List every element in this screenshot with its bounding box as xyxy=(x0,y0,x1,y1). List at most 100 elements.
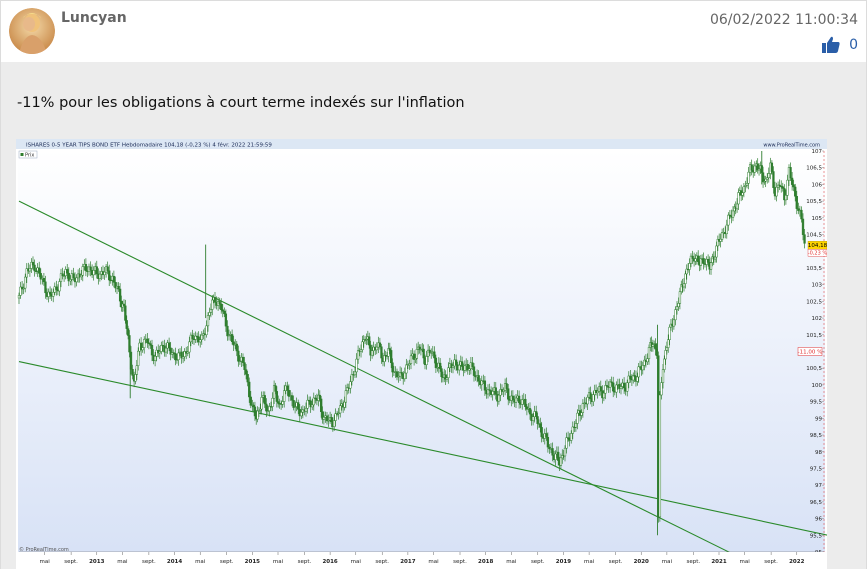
last-price-label: 104,18 xyxy=(808,243,827,249)
candle-body xyxy=(781,186,784,189)
candle-body xyxy=(680,284,683,292)
candle-body xyxy=(664,350,667,360)
candle-body xyxy=(654,343,657,350)
y-tick-label: 106 xyxy=(812,182,823,188)
candle-body xyxy=(286,385,289,391)
avatar[interactable] xyxy=(9,8,55,54)
candle-body xyxy=(150,345,154,356)
candle-body xyxy=(672,319,676,327)
candle-body xyxy=(677,303,680,307)
candle-body xyxy=(494,387,497,395)
candle-body xyxy=(58,281,61,292)
candle-body xyxy=(786,179,789,196)
candle-body xyxy=(770,162,774,172)
candle-body xyxy=(483,380,487,391)
candle-body xyxy=(230,334,234,342)
candle-body xyxy=(180,351,183,359)
candle-body xyxy=(596,391,599,393)
x-tick-label: sept. xyxy=(609,559,623,565)
candle-body xyxy=(149,343,152,346)
candle-body xyxy=(333,420,336,427)
candle-body xyxy=(383,355,386,362)
trendline-2[interactable] xyxy=(18,360,827,536)
annotation-box[interactable] xyxy=(797,347,823,356)
candle-body xyxy=(356,350,360,360)
candle-body xyxy=(576,412,579,424)
candle-body xyxy=(713,256,717,260)
post-timestamp: 06/02/2022 11:00:34 xyxy=(709,12,858,28)
candle-body xyxy=(660,382,663,396)
candle-body xyxy=(615,384,618,393)
candle-body xyxy=(406,364,410,366)
candle-body xyxy=(33,264,36,272)
candle-body xyxy=(400,372,403,375)
candle-body xyxy=(783,188,786,201)
candle-body xyxy=(667,339,670,348)
candle-body xyxy=(246,374,249,383)
username[interactable]: Luncyan xyxy=(61,10,127,26)
candle-body xyxy=(146,338,149,344)
candle-body xyxy=(139,342,143,351)
candle-body xyxy=(460,361,464,367)
candle-body xyxy=(112,275,116,283)
x-tick-label: sept. xyxy=(375,559,389,565)
candle-body xyxy=(368,336,371,346)
candle-body xyxy=(325,415,329,422)
candle-body xyxy=(675,306,679,310)
candle-body xyxy=(137,350,140,366)
candle-body xyxy=(39,273,42,280)
candle-body xyxy=(445,377,449,380)
candle-body xyxy=(131,368,134,376)
candle-body xyxy=(447,367,450,378)
candle-body xyxy=(25,268,28,278)
candle-body xyxy=(124,305,127,321)
candle-body xyxy=(507,388,510,400)
candle-body xyxy=(38,267,41,274)
candle-body xyxy=(334,413,337,421)
candle-body xyxy=(415,349,418,359)
trendline-1[interactable] xyxy=(18,200,743,560)
candle-body xyxy=(491,391,494,395)
legend-box[interactable] xyxy=(18,150,38,159)
thumbs-up-icon[interactable] xyxy=(822,36,840,53)
candle-body xyxy=(84,264,88,272)
x-tick-label: 2017 xyxy=(400,559,415,565)
candle-body xyxy=(275,391,278,402)
candle-body xyxy=(195,335,199,338)
candle-body xyxy=(103,271,106,276)
candle-body xyxy=(505,383,508,389)
candle-body xyxy=(471,362,474,367)
candle-body xyxy=(535,411,538,417)
candle-body xyxy=(297,402,300,410)
candle-body xyxy=(125,320,128,329)
candle-body xyxy=(143,338,146,348)
candle-body xyxy=(226,325,229,337)
attached-chart[interactable]: ISHARES 0-5 YEAR TIPS BOND ETF Hebdomada… xyxy=(16,139,827,569)
candle-body xyxy=(744,185,747,187)
candle-body xyxy=(688,263,691,270)
candle-body xyxy=(220,303,223,310)
candle-body xyxy=(48,291,52,295)
candle-body xyxy=(757,168,761,171)
candle-body xyxy=(658,394,662,518)
candle-body xyxy=(418,346,421,350)
candle-body xyxy=(378,342,382,348)
candle-body xyxy=(22,287,25,290)
candle-body xyxy=(472,366,476,376)
candle-body xyxy=(636,376,639,382)
candle-body xyxy=(237,350,240,362)
candle-body xyxy=(235,343,238,352)
candle-body xyxy=(52,292,55,297)
candle-body xyxy=(586,396,589,405)
candle-body xyxy=(486,389,490,395)
candle-body xyxy=(248,381,251,398)
candle-body xyxy=(44,281,47,294)
candle-body xyxy=(637,366,640,378)
x-tick-label: 2018 xyxy=(478,559,493,565)
candle-body xyxy=(95,266,98,275)
candle-body xyxy=(309,400,312,408)
candle-body xyxy=(169,347,172,355)
x-tick-label: 2021 xyxy=(711,559,726,565)
candle-body xyxy=(663,358,666,370)
candle-body xyxy=(608,381,612,388)
